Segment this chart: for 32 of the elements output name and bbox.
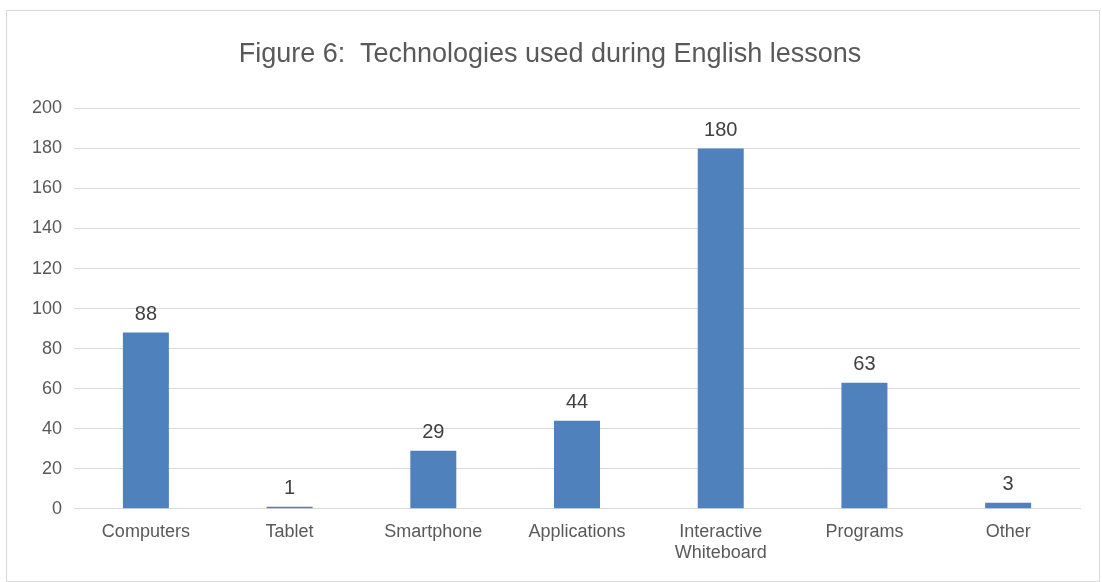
bar <box>122 332 169 509</box>
bar <box>985 502 1032 509</box>
x-tick-label: Applications <box>528 520 626 541</box>
data-label: 29 <box>422 420 445 443</box>
data-label: 180 <box>704 117 738 140</box>
x-tick-label: Interactive Whiteboard <box>674 520 767 563</box>
y-tick-label: 20 <box>42 457 63 478</box>
data-label: 3 <box>1002 472 1014 495</box>
x-tick-label: Programs <box>825 520 904 541</box>
bar <box>554 420 601 509</box>
y-tick-label: 0 <box>52 497 63 518</box>
x-tick-label: Smartphone <box>384 520 483 541</box>
y-tick-label: 200 <box>31 97 63 118</box>
chart-title: Figure 6: Technologies used during English lessons <box>238 37 862 68</box>
bar <box>410 450 457 509</box>
bar <box>697 148 744 509</box>
y-tick-label: 180 <box>31 137 63 158</box>
y-tick-label: 140 <box>31 217 63 238</box>
y-tick-label: 40 <box>42 417 63 438</box>
data-label: 88 <box>134 302 158 325</box>
y-tick-label: 60 <box>42 377 63 398</box>
data-label: 1 <box>284 476 296 499</box>
bar <box>841 382 888 509</box>
data-label: 44 <box>565 390 589 413</box>
x-tick-label: Other <box>985 520 1031 541</box>
data-label: 63 <box>853 352 876 375</box>
y-tick-label: 80 <box>42 337 63 358</box>
x-tick-label: Computers <box>101 520 190 541</box>
y-tick-label: 100 <box>31 297 63 318</box>
x-tick-label: Tablet <box>265 520 314 541</box>
y-tick-label: 160 <box>31 177 63 198</box>
y-tick-label: 120 <box>31 257 63 278</box>
